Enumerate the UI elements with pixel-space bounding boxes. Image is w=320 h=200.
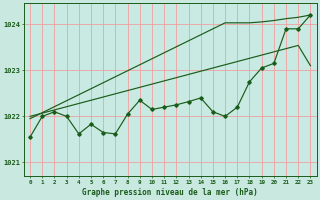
X-axis label: Graphe pression niveau de la mer (hPa): Graphe pression niveau de la mer (hPa): [82, 188, 258, 197]
